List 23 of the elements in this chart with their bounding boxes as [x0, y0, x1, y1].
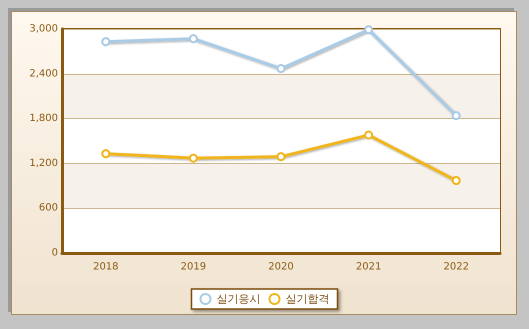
x-tick-label: 2021	[356, 262, 382, 272]
x-tick-label: 2020	[268, 262, 294, 272]
x-tick-label: 2022	[443, 262, 469, 272]
y-tick-label: 0	[52, 248, 58, 258]
point	[101, 37, 110, 46]
point	[101, 149, 110, 158]
y-tick-label: 3,000	[29, 24, 58, 34]
point	[276, 152, 286, 162]
point	[188, 154, 198, 163]
legend-label: 실기응시	[216, 292, 260, 306]
point	[188, 34, 198, 44]
x-tick-label: 2018	[93, 262, 119, 272]
x-tick-label: 2019	[180, 262, 206, 272]
point	[276, 64, 286, 74]
point	[364, 25, 374, 34]
point	[452, 111, 461, 120]
legend-label: 실기합격	[286, 292, 330, 306]
y-tick-label: 1,800	[29, 113, 58, 124]
y-tick-label: 1,200	[29, 158, 58, 169]
y-tick-label: 600	[38, 202, 58, 214]
y-tick-label: 2,400	[29, 68, 58, 80]
point	[364, 130, 374, 140]
point	[452, 176, 461, 186]
